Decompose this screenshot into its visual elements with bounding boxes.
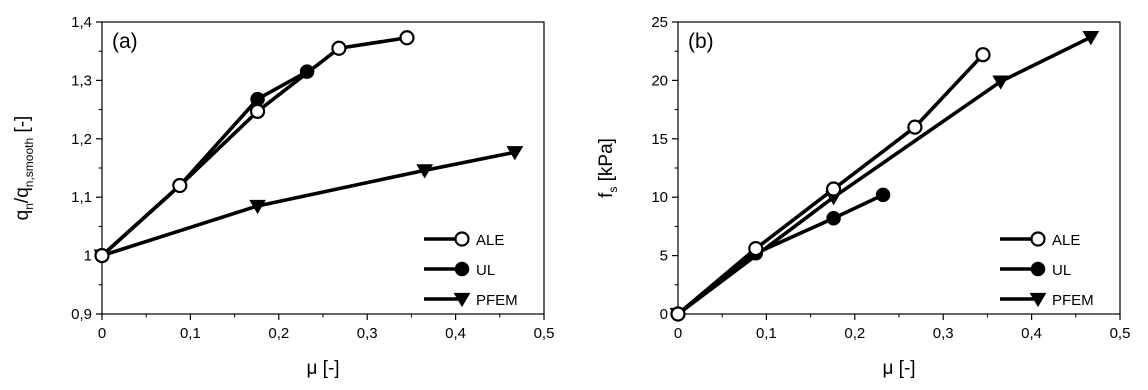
chart-a-x-tick-label: 0,3 [357,325,378,342]
chart-b-series-pfem-line [676,35,1092,316]
chart-a-series-pfem-line [101,150,516,258]
chart-a-x-axis-label: μ [-] [306,358,339,379]
chart-a-y-axis-label: qn/qn,smooth [-] [12,116,36,221]
chart-b-legend-pfem-label: PFEM [1052,292,1094,309]
chart-a-series-ul-point [250,91,265,107]
chart-a-series-ul-point [299,64,315,79]
chart-b-series-ul-point [826,210,841,226]
chart-b-y-tick-label: 25 [651,14,668,31]
chart-a-x-tick-label: 0,1 [180,325,201,342]
chart-b-series-ale-point [825,181,842,197]
chart-a-legend-pfem-label: PFEM [476,292,518,309]
chart-a-panel-label: (a) [112,30,138,53]
chart-a-y-tick-label: 1,4 [71,14,92,31]
chart-b-panel-label: (b) [688,30,714,53]
chart-a-x-tick-label: 0,4 [445,325,466,342]
chart-a-series-ale-point [172,177,188,194]
chart-a-legend-pfem-marker [453,292,471,308]
chart-a-series-ale-point [94,248,110,264]
chart-b-x-tick-label: 0 [674,325,682,342]
chart-b-x-tick-label: 0,1 [756,325,777,342]
chart-a-x-tick-label: 0,2 [268,325,289,342]
chart-a-series-pfem-point [249,199,266,215]
chart-b-x-tick-label: 0,4 [1021,325,1042,342]
chart-b-y-tick-label: 10 [651,189,668,206]
chart-b-series-ale-point [907,119,923,135]
chart-a: 0 0,1 0,2 0,3 0,4 0,5 0,9 1 1,1 1,2 1,3 1,4 μ [-] qn/… [12,14,554,379]
chart-a-legend-ul-label: UL [476,262,495,279]
chart-b-legend-ul-marker [1030,261,1046,277]
chart-b-series-ale-point [748,240,764,257]
chart-a-legend-ul-marker [454,261,470,277]
chart-b-series-ale-point [975,47,991,63]
chart-b-x-tick-label: 0,2 [844,325,865,342]
chart-a-legend-ale-label: ALE [476,232,504,249]
chart-b-legend-ale-marker [1030,231,1046,247]
chart-b-series-pfem-point [992,75,1010,90]
chart-a-y-tick-label: 0,9 [71,306,92,323]
chart-b-legend-ul-label: UL [1052,262,1071,279]
chart-b-y-tick-label: 20 [651,72,668,89]
chart-b-legend-pfem-marker [1029,292,1047,308]
chart-b-y-tick-label: 15 [651,131,668,148]
chart-b-series-pfem-point [1082,31,1100,46]
chart-a-x-tick-label: 0 [98,325,106,342]
chart-b-series-ul-point [875,187,891,203]
chart-b-x-axis-label: μ [-] [882,358,915,379]
chart-a-series-ale-line [100,35,408,257]
chart-a-series-ale-point [331,40,347,56]
chart-a-y-tick-label: 1 [84,248,92,265]
chart-a-series-pfem-point [506,146,524,161]
chart-a-y-tick-label: 1,1 [71,189,92,206]
chart-b-series-ale-point [670,306,686,322]
chart-a-y-tick-label: 1,3 [71,72,92,89]
chart-b-legend-ale-label: ALE [1052,232,1080,249]
chart-a-series-pfem-point [416,164,434,179]
chart-a-legend-ale-marker [454,231,470,247]
chart-b-y-tick-label: 0 [660,306,668,323]
chart-a-y-tick-label: 1,2 [71,131,92,148]
chart-a-series-ale-point [249,103,266,119]
chart-b-x-tick-label: 0,3 [933,325,954,342]
chart-b-y-axis-label: fs [kPa] [596,138,620,198]
chart-b: 0 0,1 0,2 0,3 0,4 0,5 0 5 10 15 20 25 μ [-] fs [kPa] (… [596,14,1130,379]
chart-b-series-ul-line [676,193,884,316]
chart-a-x-tick-label: 0,5 [534,325,555,342]
chart-a-series-ale-point [399,30,415,46]
chart-b-x-tick-label: 0,5 [1110,325,1131,342]
chart-b-y-tick-label: 5 [660,248,668,265]
